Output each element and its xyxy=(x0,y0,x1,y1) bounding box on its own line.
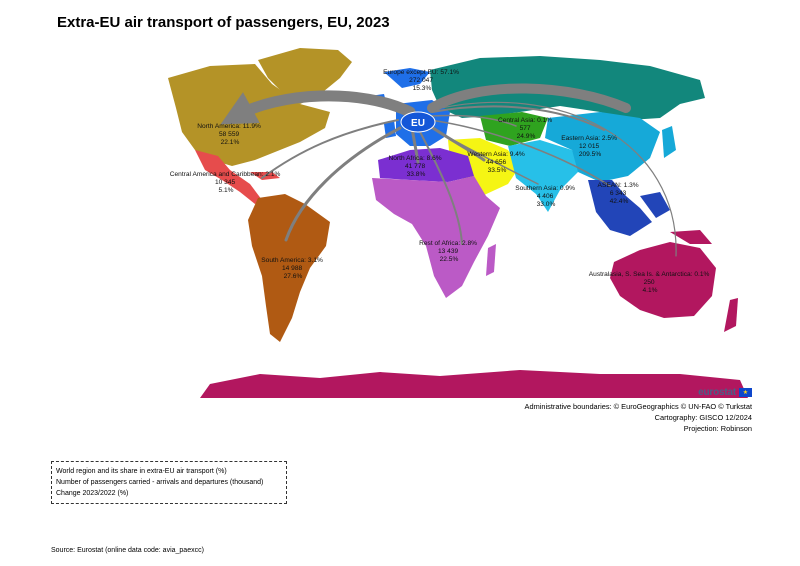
label-value: 58 559 xyxy=(219,131,240,138)
arrow-europe-except-eu xyxy=(427,83,631,113)
region-australia xyxy=(610,242,716,318)
label-north-america: North America: 11.9% 58 559 22.1% xyxy=(197,123,263,146)
label-value: 250 xyxy=(644,279,655,286)
arrow-australasia xyxy=(431,101,677,257)
label-name: Rest of Africa: 2.8% xyxy=(419,240,477,247)
credit-projection: Projection: Robinson xyxy=(683,424,752,433)
map-credits: Administrative boundaries: © EuroGeograp… xyxy=(525,401,752,434)
arrow-south-america xyxy=(284,126,402,242)
region-southern-asia xyxy=(508,140,580,212)
legend-line-change: Change 2023/2022 (%) xyxy=(56,490,129,497)
label-name: ASEAN: 1.3% xyxy=(598,182,639,189)
eu-hub-label: EU xyxy=(411,118,425,129)
region-japan xyxy=(662,126,676,158)
label-name: Southern Asia: 0.9% xyxy=(515,185,575,192)
label-value: 41 778 xyxy=(405,163,426,170)
label-change: 27.6% xyxy=(284,273,303,280)
label-value: 10 345 xyxy=(215,179,236,186)
eu-hub: EU xyxy=(400,111,436,133)
map-title: Extra-EU air transport of passengers, EU… xyxy=(57,14,390,31)
label-rest-of-africa: Rest of Africa: 2.8% 13 439 22.5% xyxy=(419,240,479,263)
label-change: 209.5% xyxy=(579,151,602,158)
label-name: Australasia, S. Sea Is. & Antarctica: 0.… xyxy=(589,271,710,278)
label-north-africa: North Africa: 8.6% 41 778 33.8% xyxy=(389,155,444,178)
region-asean-islands xyxy=(640,192,670,218)
label-central-america: Central America and Caribbean: 2.1% 10 3… xyxy=(170,171,283,194)
label-europe-except-eu: Europe except EU: 57.1% 272 047 15.3% xyxy=(383,69,461,92)
region-north-africa xyxy=(378,148,474,182)
label-change: 33.5% xyxy=(488,167,507,174)
label-change: 24.9% xyxy=(517,133,536,140)
label-southern-asia: Southern Asia: 0.9% 4 406 33.0% xyxy=(515,185,577,208)
label-change: 5.1% xyxy=(218,187,233,194)
region-greenland xyxy=(258,48,352,104)
label-name: Eastern Asia: 2.5% xyxy=(561,135,617,142)
source-note: Source: Eurostat (online data code: avia… xyxy=(51,547,204,554)
region-europe-except-eu xyxy=(384,68,430,88)
label-western-asia: Western Asia: 9.4% 44 656 33.5% xyxy=(467,151,526,174)
label-change: 33.8% xyxy=(407,171,426,178)
region-south-america xyxy=(248,194,330,342)
region-antarctica xyxy=(200,370,748,398)
label-name: Central America and Caribbean: 2.1% xyxy=(170,171,281,178)
region-labels: North America: 11.9% 58 559 22.1% Centra… xyxy=(170,69,711,294)
label-name: Western Asia: 9.4% xyxy=(467,151,525,158)
credit-cartography: Cartography: GISCO 12/2024 xyxy=(654,413,752,422)
label-name: Central Asia: 0.1% xyxy=(498,117,552,124)
label-value: 44 656 xyxy=(486,159,507,166)
eu-hub-ellipse xyxy=(400,111,436,133)
arrow-rest-of-africa xyxy=(417,127,463,245)
label-name: North America: 11.9% xyxy=(197,123,261,130)
arrow-eastern-asia xyxy=(431,105,605,131)
region-new-guinea xyxy=(670,230,712,244)
legend-line-share: World region and its share in extra-EU a… xyxy=(56,468,227,475)
label-name: Europe except EU: 57.1% xyxy=(383,69,459,76)
label-change: 42.4% xyxy=(610,198,629,205)
arrow-central-america xyxy=(261,119,399,179)
region-new-zealand xyxy=(724,298,738,332)
label-value: 577 xyxy=(520,125,531,132)
region-asean xyxy=(588,180,652,236)
label-eastern-asia: Eastern Asia: 2.5% 12 015 209.5% xyxy=(561,135,619,158)
region-madagascar xyxy=(486,244,496,276)
region-rest-of-africa xyxy=(372,176,500,298)
label-value: 14 988 xyxy=(282,265,303,272)
label-change: 15.3% xyxy=(413,85,432,92)
label-value: 6 343 xyxy=(610,190,627,197)
label-change: 33.0% xyxy=(537,201,556,208)
arrow-asean xyxy=(429,119,611,187)
credit-boundaries: Administrative boundaries: © EuroGeograp… xyxy=(524,402,752,411)
label-name: South America: 3.1% xyxy=(261,257,323,264)
label-value: 12 015 xyxy=(579,143,600,150)
arrow-north-america xyxy=(220,90,416,125)
arrow-central-asia xyxy=(431,114,517,127)
map-legend: World region and its share in extra-EU a… xyxy=(51,461,287,504)
eurostat-wordmark: eurostat xyxy=(698,387,736,398)
label-asean: ASEAN: 1.3% 6 343 42.4% xyxy=(598,182,641,205)
region-eastern-asia xyxy=(545,112,660,182)
eurostat-logo: eurostat ★ xyxy=(698,387,752,398)
label-south-america: South America: 3.1% 14 988 27.6% xyxy=(261,257,324,280)
label-australasia: Australasia, S. Sea Is. & Antarctica: 0.… xyxy=(589,271,711,294)
eu-flag-icon: ★ xyxy=(739,388,752,397)
label-change: 22.5% xyxy=(440,256,459,263)
label-name: North Africa: 8.6% xyxy=(389,155,442,162)
label-value: 4 406 xyxy=(537,193,554,200)
label-change: 4.1% xyxy=(642,287,657,294)
region-central-america xyxy=(195,150,262,204)
label-central-asia: Central Asia: 0.1% 577 24.9% xyxy=(498,117,554,140)
label-value: 13 439 xyxy=(438,248,459,255)
legend-line-passengers: Number of passengers carried - arrivals … xyxy=(56,479,264,486)
arrow-southern-asia xyxy=(427,125,539,185)
label-change: 22.1% xyxy=(221,139,240,146)
label-value: 272 047 xyxy=(409,77,433,84)
